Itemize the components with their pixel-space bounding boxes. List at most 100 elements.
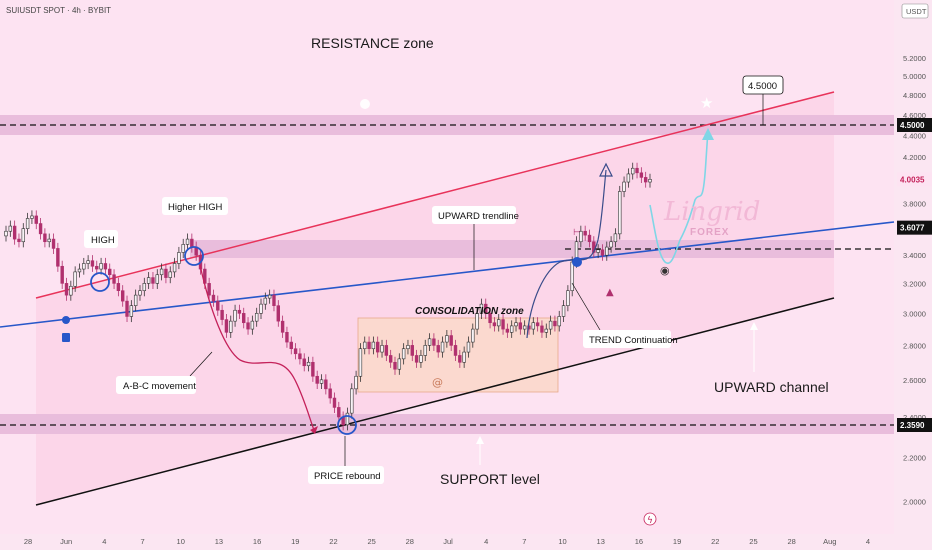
candle-body bbox=[535, 322, 540, 327]
rebound-label: PRICE rebound bbox=[314, 471, 381, 482]
y-tick-label: 4.8000 bbox=[903, 91, 926, 100]
star-icon: ★ bbox=[700, 94, 713, 112]
candle-body bbox=[453, 345, 458, 356]
candle-body bbox=[553, 320, 557, 327]
candle-body bbox=[635, 167, 639, 174]
candle-body bbox=[579, 230, 583, 243]
candle-body bbox=[445, 335, 449, 343]
candle-body bbox=[99, 263, 103, 270]
x-tick-label: Jul bbox=[443, 537, 453, 546]
candle-body bbox=[371, 341, 376, 350]
leader-abc bbox=[189, 351, 213, 377]
candle-body bbox=[561, 305, 566, 317]
candle-body bbox=[484, 303, 488, 314]
lightning-glyph: ϟ bbox=[647, 516, 653, 526]
x-tick-label: 16 bbox=[253, 537, 261, 546]
y-tick-label: 2.4000 bbox=[903, 413, 926, 422]
x-tick-label: 7 bbox=[140, 537, 144, 546]
candle-body bbox=[458, 355, 462, 363]
candle-body bbox=[216, 300, 220, 311]
candle-body bbox=[427, 338, 432, 346]
flag-icon: ⊢ bbox=[573, 228, 581, 238]
support-arrow-head bbox=[476, 436, 484, 444]
x-axis-ticks: 28 Jun 4 7 10 13 16 19 22 25 28 Jul 4 7 10 13 16 19 22 25 28… bbox=[24, 537, 870, 546]
candle-body bbox=[246, 322, 250, 330]
resistance-icon bbox=[360, 99, 370, 109]
candle-body bbox=[376, 341, 380, 353]
candle-body bbox=[337, 407, 341, 418]
price-tag-bg bbox=[897, 172, 932, 187]
candle-body bbox=[224, 319, 229, 333]
watermark-line2: FOREX bbox=[690, 227, 729, 238]
candle-body bbox=[345, 412, 350, 426]
y-tick-label: 4.2000 bbox=[903, 153, 926, 162]
candle-body bbox=[613, 233, 618, 243]
candle-body bbox=[449, 335, 453, 346]
candle-body bbox=[324, 379, 328, 390]
candle-body bbox=[151, 277, 155, 284]
candle-body bbox=[229, 320, 233, 333]
candle-body bbox=[488, 313, 492, 324]
candle-body bbox=[190, 238, 194, 248]
candle-body bbox=[86, 260, 90, 264]
candle-body bbox=[138, 290, 142, 296]
x-tick-label: 28 bbox=[406, 537, 414, 546]
price-tag: 4.0035 bbox=[900, 175, 925, 184]
x-tick-label: 28 bbox=[24, 537, 32, 546]
candle-body bbox=[509, 325, 514, 333]
candle-body bbox=[302, 358, 306, 367]
candle-body bbox=[293, 348, 298, 355]
consolidation-label: CONSOLIDATION zone bbox=[415, 306, 524, 317]
price-tag: 3.6077 bbox=[900, 224, 925, 233]
candle-body bbox=[531, 322, 536, 330]
candle-body bbox=[501, 319, 505, 330]
candle-body bbox=[643, 177, 648, 183]
snail-icon: @ bbox=[432, 376, 443, 389]
x-tick-label: 25 bbox=[749, 537, 757, 546]
candle-body bbox=[56, 248, 60, 267]
abc-arrowhead bbox=[310, 426, 318, 434]
candle-body bbox=[406, 345, 410, 350]
candle-body bbox=[289, 341, 293, 350]
candle-body bbox=[363, 341, 367, 350]
candle-body bbox=[600, 249, 605, 256]
eye-icon: ◉ bbox=[660, 264, 670, 277]
candle-body bbox=[618, 191, 622, 235]
candle-body bbox=[51, 238, 56, 249]
high-label: HIGH bbox=[91, 235, 115, 246]
candle-body bbox=[639, 172, 644, 178]
projection-path bbox=[649, 129, 709, 264]
candle-body bbox=[272, 294, 276, 306]
candle-body bbox=[410, 345, 414, 356]
candle-body bbox=[60, 265, 64, 284]
candle-body bbox=[497, 319, 501, 327]
price-tag-bg bbox=[897, 118, 932, 132]
abc-label: A-B-C movement bbox=[123, 381, 196, 392]
candle-body bbox=[419, 355, 423, 363]
x-tick-label: 22 bbox=[329, 537, 337, 546]
target-label: 4.5000 bbox=[748, 81, 777, 92]
candle-body bbox=[263, 297, 268, 305]
candle-body bbox=[142, 283, 147, 291]
support-zone bbox=[0, 414, 894, 434]
y-tick-label: 2.2000 bbox=[903, 453, 926, 462]
candle-body bbox=[116, 283, 121, 291]
candle-body bbox=[211, 294, 216, 302]
y-tick-label: 3.0000 bbox=[903, 309, 926, 318]
candle-body bbox=[514, 322, 518, 327]
y-tick-label: 5.2000 bbox=[903, 54, 926, 63]
resistance-zone-label: RESISTANCE zone bbox=[311, 35, 434, 51]
mid-zone bbox=[190, 240, 834, 258]
red-channel-line bbox=[35, 91, 835, 299]
candle-body bbox=[401, 348, 406, 360]
candle-body bbox=[298, 353, 302, 360]
candle-body bbox=[64, 283, 69, 296]
candle-body bbox=[544, 328, 548, 333]
candle-body bbox=[306, 361, 311, 367]
candle-body bbox=[432, 338, 436, 346]
candle-body bbox=[233, 309, 237, 322]
rebound-box bbox=[308, 466, 384, 484]
x-tick-label: 7 bbox=[522, 537, 526, 546]
candle-body bbox=[479, 303, 484, 314]
